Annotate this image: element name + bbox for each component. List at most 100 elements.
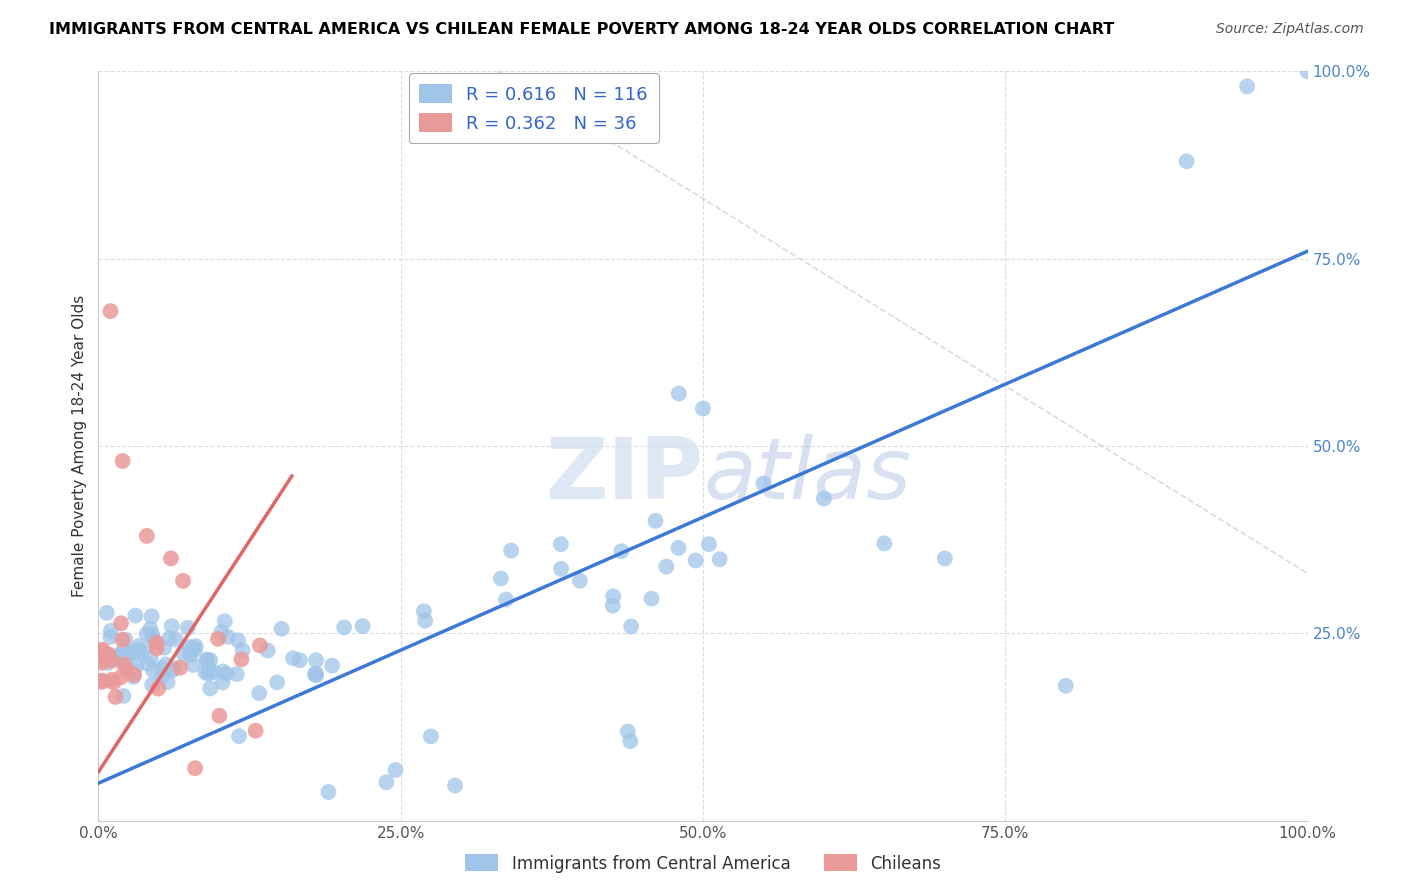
Point [150, 669, 173, 683]
Point [655, 559, 678, 574]
Point [148, 681, 170, 696]
Point [318, 785, 340, 799]
Point [143, 636, 166, 650]
Point [100, 304, 122, 318]
Text: IMMIGRANTS FROM CENTRAL AMERICA VS CHILEAN FEMALE POVERTY AMONG 18-24 YEAR OLDS : IMMIGRANTS FROM CENTRAL AMERICA VS CHILE… [49, 22, 1115, 37]
Point [184, 639, 207, 653]
Point [644, 514, 666, 528]
Point [495, 592, 517, 607]
Point [616, 724, 638, 739]
Point [114, 632, 136, 647]
Point [93, 652, 115, 666]
Point [103, 675, 125, 690]
Point [207, 632, 229, 646]
Point [150, 661, 173, 675]
Point [120, 646, 142, 660]
Point [228, 729, 250, 743]
Point [96, 606, 118, 620]
Point [141, 609, 163, 624]
Point [217, 630, 239, 644]
Point [249, 639, 271, 653]
Point [256, 643, 278, 657]
Point [136, 657, 159, 671]
Point [125, 659, 148, 673]
Point [194, 665, 217, 680]
Point [198, 653, 221, 667]
Point [156, 675, 179, 690]
Legend: R = 0.616   N = 116, R = 0.362   N = 36: R = 0.616 N = 116, R = 0.362 N = 36 [409, 73, 659, 144]
Point [98, 630, 121, 644]
Point [1175, 154, 1198, 169]
Point [122, 668, 145, 682]
Point [124, 646, 146, 660]
Point [145, 641, 167, 656]
Point [155, 657, 177, 672]
Point [640, 591, 662, 606]
Point [135, 529, 157, 543]
Point [141, 678, 163, 692]
Point [122, 670, 145, 684]
Point [112, 643, 135, 657]
Point [215, 667, 238, 681]
Point [619, 734, 641, 748]
Point [160, 619, 183, 633]
Point [111, 454, 134, 468]
Point [157, 632, 180, 646]
Point [160, 551, 183, 566]
Point [172, 574, 194, 588]
Point [135, 627, 157, 641]
Point [110, 670, 132, 684]
Point [270, 622, 292, 636]
Point [173, 647, 195, 661]
Point [602, 599, 624, 613]
Point [177, 621, 200, 635]
Point [232, 643, 254, 657]
Point [333, 620, 356, 634]
Point [145, 636, 167, 650]
Point [226, 633, 249, 648]
Point [131, 645, 153, 659]
Point [200, 681, 222, 696]
Point [96, 650, 118, 665]
Point [305, 668, 328, 682]
Point [384, 763, 406, 777]
Point [141, 627, 163, 641]
Y-axis label: Female Poverty Among 18-24 Year Olds: Female Poverty Among 18-24 Year Olds [72, 295, 87, 597]
Point [211, 675, 233, 690]
Point [153, 640, 176, 655]
Point [195, 653, 218, 667]
Point [121, 662, 143, 676]
Point [107, 650, 129, 665]
Point [620, 619, 643, 633]
Point [112, 689, 135, 703]
Point [111, 632, 134, 647]
Point [231, 652, 253, 666]
Point [142, 631, 165, 645]
Point [112, 657, 135, 672]
Point [419, 729, 441, 743]
Point [305, 666, 328, 681]
Point [91, 642, 114, 657]
Point [97, 656, 120, 670]
Point [169, 660, 191, 674]
Point [209, 625, 232, 640]
Point [1236, 79, 1258, 94]
Point [97, 647, 120, 661]
Point [489, 572, 512, 586]
Point [550, 537, 572, 551]
Point [208, 708, 231, 723]
Point [501, 543, 523, 558]
Point [602, 589, 624, 603]
Text: ZIP: ZIP [546, 434, 703, 517]
Point [413, 614, 436, 628]
Point [288, 653, 311, 667]
Point [184, 761, 207, 775]
Point [202, 665, 225, 680]
Point [873, 536, 896, 550]
Point [444, 779, 467, 793]
Point [668, 541, 690, 555]
Point [197, 666, 219, 681]
Point [697, 537, 720, 551]
Point [214, 614, 236, 628]
Point [184, 643, 207, 657]
